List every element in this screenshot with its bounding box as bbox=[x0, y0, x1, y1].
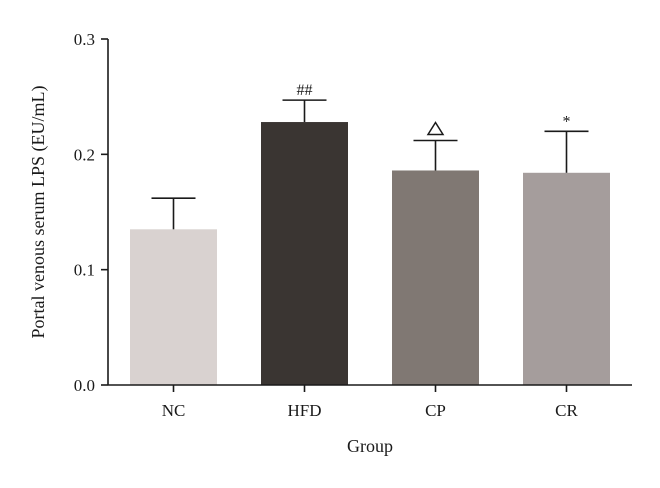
x-tick-label: CR bbox=[555, 401, 578, 420]
x-ticks-group: NC HFD CP CR bbox=[162, 385, 578, 420]
triangle-significance-icon bbox=[426, 121, 445, 136]
annotations-group: ## * bbox=[297, 82, 571, 136]
bar-hfd bbox=[261, 122, 348, 385]
bar-cr bbox=[523, 172, 610, 385]
x-tick-label: HFD bbox=[287, 401, 321, 420]
error-bars-group bbox=[151, 99, 589, 230]
significance-label: * bbox=[563, 113, 571, 130]
x-tick-label: NC bbox=[162, 401, 186, 420]
x-tick-label: CP bbox=[425, 401, 446, 420]
significance-label: ## bbox=[297, 82, 313, 99]
x-axis-title: Group bbox=[347, 436, 393, 456]
bars-group bbox=[130, 122, 610, 385]
y-tick-label: 0.1 bbox=[74, 261, 95, 280]
y-ticks-group: 0.0 0.1 0.2 0.3 bbox=[74, 30, 108, 395]
y-tick-label: 0.2 bbox=[74, 145, 95, 164]
y-tick-label: 0.0 bbox=[74, 376, 95, 395]
bar-cp bbox=[392, 170, 479, 385]
bar-nc bbox=[130, 229, 217, 385]
y-axis-title: Portal venous serum LPS (EU/mL) bbox=[28, 86, 49, 339]
y-tick-label: 0.3 bbox=[74, 30, 95, 49]
